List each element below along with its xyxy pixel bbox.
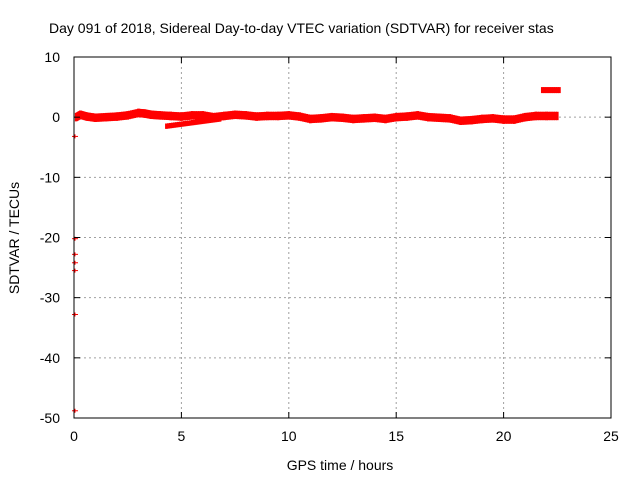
- tick-labels: 0 5 10 15 20 25 10 0 -10 -20 -30 -40 -50: [40, 49, 619, 444]
- data-layer: [72, 87, 561, 413]
- y-tick-label: -20: [40, 230, 60, 246]
- ticks: [73, 56, 612, 419]
- y-tick-label: -50: [40, 410, 60, 426]
- x-tick-label: 5: [178, 428, 186, 444]
- x-axis-label: GPS time / hours: [287, 457, 394, 473]
- x-tick-label: 10: [281, 428, 297, 444]
- y-tick-label: -10: [40, 169, 60, 185]
- x-tick-label: 15: [388, 428, 404, 444]
- x-tick-label: 20: [496, 428, 512, 444]
- x-tick-label: 25: [603, 428, 619, 444]
- chart-title: Day 091 of 2018, Sidereal Day-to-day VTE…: [49, 20, 554, 36]
- y-axis-label: SDTVAR / TECUs: [6, 182, 22, 294]
- y-tick-label: -40: [40, 350, 60, 366]
- y-tick-label: 10: [44, 49, 60, 65]
- y-tick-label: 0: [52, 109, 60, 125]
- y-tick-label: -30: [40, 290, 60, 306]
- x-tick-label: 0: [70, 428, 78, 444]
